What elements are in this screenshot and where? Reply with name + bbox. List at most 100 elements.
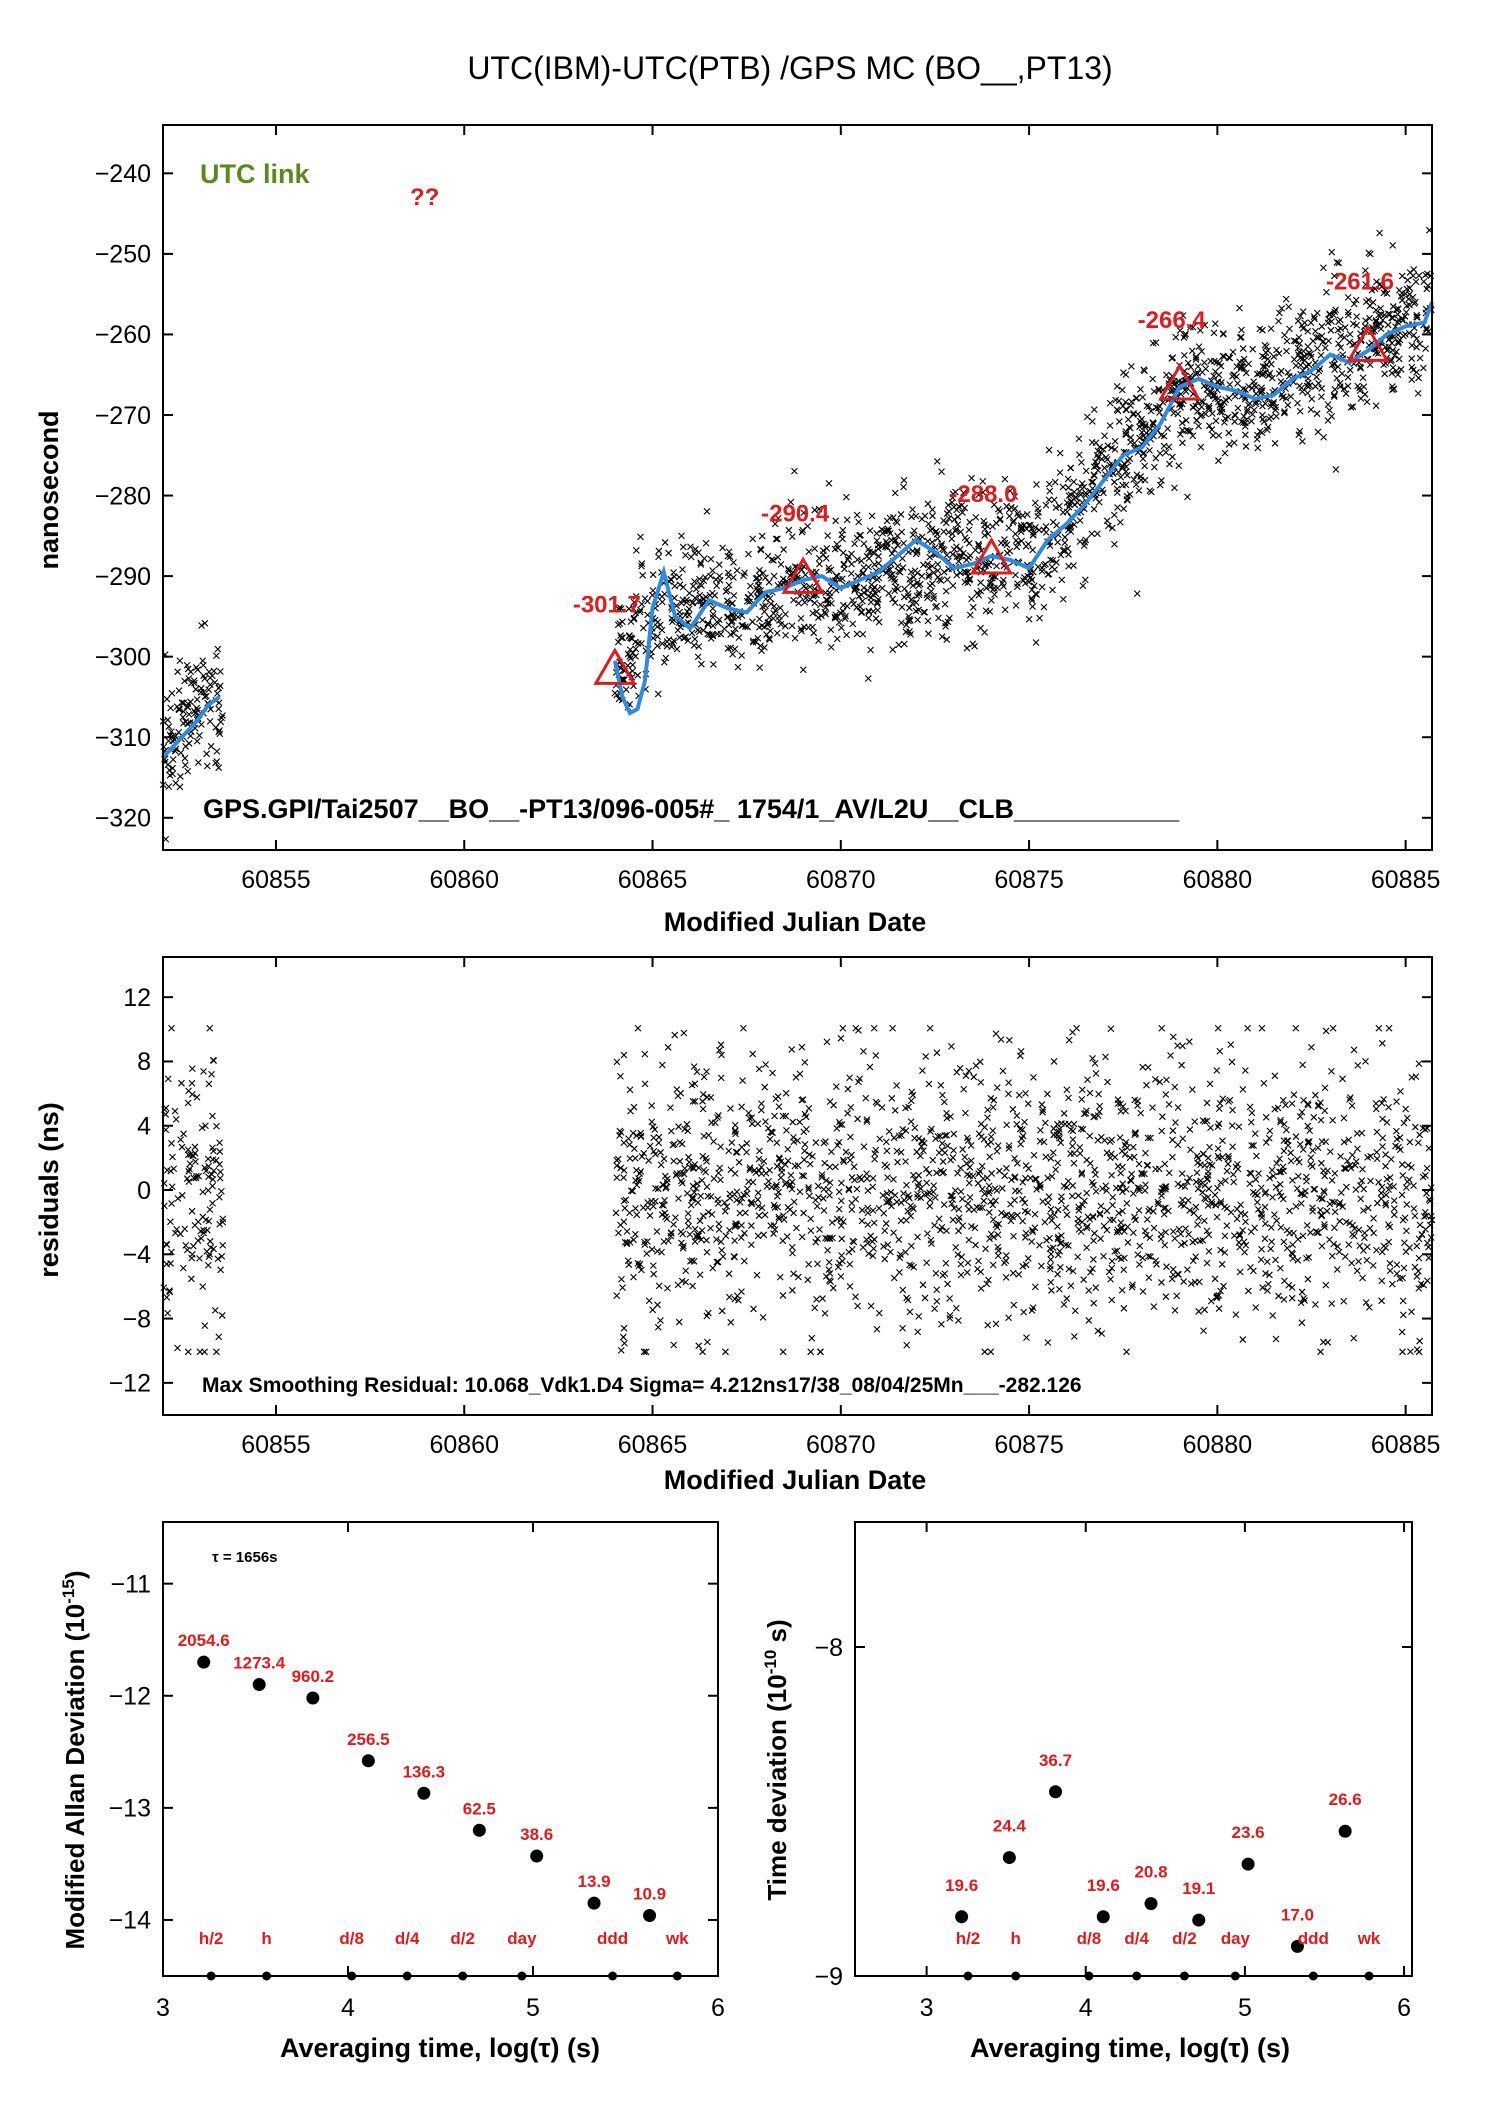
residual-data-point [870,1236,878,1243]
main-data-point [867,598,875,606]
main-data-point [714,619,722,627]
residual-data-point [219,1215,227,1223]
main-data-point [901,585,908,593]
residual-data-point [1063,1086,1071,1094]
main-data-point [987,583,994,590]
main-data-point [1115,468,1122,476]
residual-data-point [950,1130,958,1138]
main-data-point [1036,614,1043,622]
main-data-point [1009,518,1017,526]
main-data-point [1162,449,1170,456]
main-data-point [1389,241,1397,249]
main-data-point [869,548,877,556]
residual-data-point [1264,1280,1272,1288]
residual-data-point [1019,1195,1026,1203]
residual-data-point [630,1236,637,1244]
residual-data-point [718,1051,725,1059]
main-data-point [1059,595,1067,603]
residual-data-point [1095,1090,1103,1098]
main-data-point [1088,478,1096,486]
residual-data-point [770,1201,778,1209]
residual-data-point [1375,1178,1382,1186]
main-data-point [763,631,770,638]
main-data-point [825,564,833,572]
main-data-point [942,623,950,630]
residual-data-point [1318,1138,1326,1145]
main-data-point [859,597,866,605]
main-data-point [756,566,763,574]
residual-data-point [1177,1241,1185,1249]
residual-data-point [1339,1203,1347,1210]
residual-data-point [717,1143,725,1151]
main-data-point [1327,326,1335,334]
residual-data-point [1251,1190,1259,1198]
main-data-point [853,630,861,638]
allan-deviation-panel: 3 4 5 6−14−13−12−11 2054.61273.4960.2256.51… [59,1521,725,2063]
residual-data-point [1109,1216,1117,1224]
residual-data-point [965,1179,973,1187]
residual-data-point [1399,1171,1407,1179]
main-data-point [1184,493,1191,501]
residual-data-point [1314,1144,1322,1152]
residual-data-point [1104,1078,1111,1086]
main-data-point [952,543,960,551]
residual-data-point [1168,1275,1176,1283]
main-data-point [1389,333,1397,341]
residual-data-point [1124,1223,1132,1231]
residual-data-point [1297,1299,1305,1307]
residual-data-point [825,1266,833,1274]
residual-data-point [208,1070,215,1078]
main-data-point [943,551,951,559]
residual-data-point [1075,1192,1082,1199]
main-data-point [773,629,781,637]
residual-data-point [1044,1090,1051,1098]
residual-data-point [939,1091,946,1099]
residual-data-point [1400,1119,1408,1127]
main-data-point [198,622,205,629]
residual-data-point [1085,1317,1093,1324]
residual-data-point [715,1226,723,1233]
main-data-point [691,594,699,602]
residual-data-point [747,1241,755,1249]
residual-data-point [1063,1211,1071,1219]
main-data-point [853,511,861,519]
residual-data-point [1171,1235,1179,1242]
residual-data-point [1157,1230,1165,1238]
residual-data-point [915,1179,923,1187]
main-data-point [1301,356,1309,364]
residual-data-point [1120,1304,1128,1312]
residual-data-point [854,1302,862,1310]
main-data-point [728,610,736,618]
main-data-point [1166,460,1173,468]
main-data-point [1377,320,1384,328]
residual-data-point [1092,1284,1100,1292]
residual-data-point [762,1061,769,1068]
residual-data-point [790,1198,798,1206]
residual-data-point [1364,1154,1372,1161]
residual-data-point [1247,1170,1255,1177]
residual-data-point [909,1171,917,1179]
residual-data-point [1337,1189,1345,1197]
time-marker-label: h/2 [199,1929,224,1948]
residual-data-point [1216,1099,1224,1107]
residual-data-point [748,1200,756,1208]
main-data-point [991,591,998,598]
main-data-point [1383,347,1391,354]
residual-data-point [1214,1152,1222,1160]
main-data-point [892,536,899,544]
residual-data-point [1334,1243,1341,1250]
main-data-point [1330,391,1338,399]
residual-data-point [909,1205,917,1213]
main-data-point [1088,530,1096,538]
main-data-point [1423,326,1430,334]
x-tick-label: 3 [156,1994,170,2022]
main-data-point [1122,463,1130,471]
residual-data-point [1380,1095,1388,1103]
residual-data-point [1048,1172,1056,1180]
residual-data-point [1423,1277,1431,1285]
main-data-point [1334,326,1342,334]
residual-data-point [1175,1225,1183,1233]
residual-data-point [970,1206,978,1214]
main-data-point [632,593,640,600]
main-data-point [1196,327,1204,334]
